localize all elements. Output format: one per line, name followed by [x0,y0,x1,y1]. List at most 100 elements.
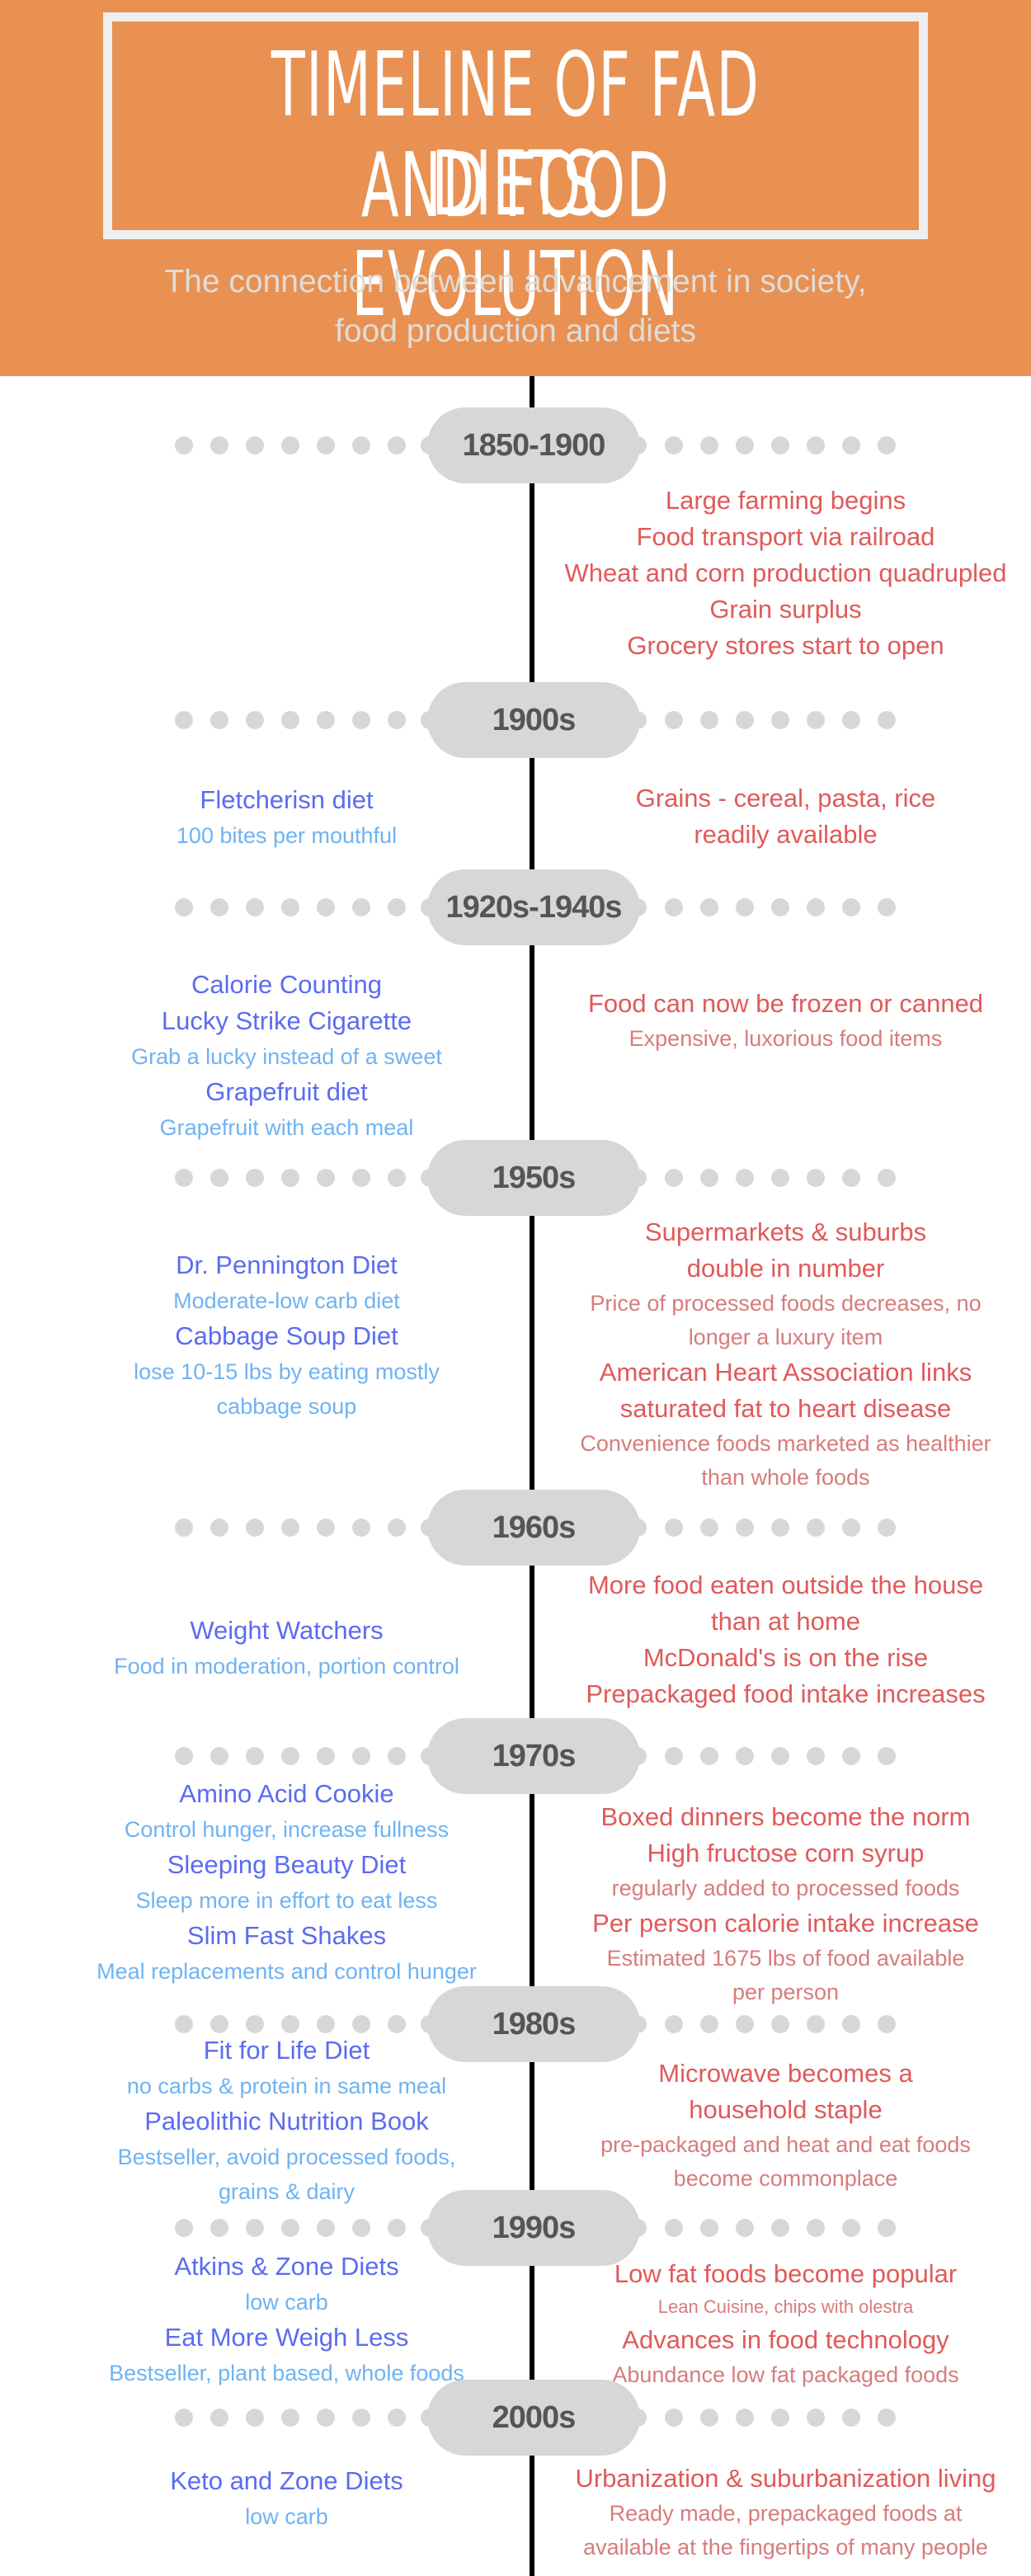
food-detail: Expensive, luxorious food items [628,1026,943,1051]
era-pill: 1980s [421,1986,647,2062]
dot-icon [807,436,825,454]
dot-icon [807,1169,825,1187]
dot-icon [317,1169,335,1187]
dot-icon [842,1169,860,1187]
diet-description: low carb [245,2504,328,2529]
food-event: Urbanization & suburbanization living [575,2464,996,2493]
food-event: double in number [686,1254,885,1283]
dot-icon [878,1169,896,1187]
diet-name: Eat More Weigh Less [164,2323,409,2352]
dot-icon [210,1747,228,1765]
diet-column: Weight Watchers Food in moderation, porti… [41,1613,532,1684]
diet-name: Dr. Pennington Diet [176,1250,398,1279]
dot-icon [842,436,860,454]
diet-description: grains & dairy [218,2179,355,2204]
diet-name: Fit for Life Diet [203,2036,370,2065]
dot-icon [700,1169,718,1187]
dot-icon [317,2015,335,2033]
food-column: Food can now be frozen or canned Expensiv… [540,986,1031,1056]
food-event: Advances in food technology [622,2325,949,2354]
food-detail: Abundance low fat packaged foods [612,2362,959,2387]
dot-icon [388,2219,406,2237]
dot-icon [175,2015,193,2033]
dot-icon [175,1519,193,1537]
era-marker: 2000s [0,2380,1031,2456]
food-column: Urbanization & suburbanization living Rea… [540,2461,1031,2564]
food-column: Low fat foods become popular Lean Cuisine… [540,2256,1031,2392]
era-marker: 1960s [0,1490,1031,1566]
dot-icon [700,2219,718,2237]
dot-icon [842,2015,860,2033]
dot-icon [246,2015,264,2033]
era-pill: 1960s [421,1490,647,1566]
dot-icon [807,1519,825,1537]
food-event: High fructose corn syrup [647,1839,925,1867]
food-detail: become commonplace [673,2166,898,2191]
dot-icon [246,2219,264,2237]
food-event: than at home [711,1607,860,1636]
dot-icon [771,1747,789,1765]
diet-description: Sleep more in effort to eat less [135,1888,438,1913]
dot-icon [388,2015,406,2033]
dot-icon [175,2409,193,2427]
food-event: McDonald's is on the rise [643,1643,929,1672]
header-banner: TIMELINE OF FAD DIETS AND FOOD EVOLUTION… [0,0,1031,376]
diet-description: Meal replacements and control hunger [97,1959,477,1984]
food-event: Boxed dinners become the norm [600,1802,971,1831]
dot-icon [246,1169,264,1187]
dot-icon [700,2409,718,2427]
dot-icon [246,2409,264,2427]
dot-icon [388,436,406,454]
dot-icon [842,898,860,916]
dot-icon [771,711,789,729]
diet-name: Fletcherisn diet [200,785,374,814]
dot-icon [842,2409,860,2427]
era-label: 1850-1900 [462,428,606,463]
dot-icon [700,898,718,916]
diet-name: Weight Watchers [190,1616,384,1645]
food-event: readily available [694,820,878,849]
diet-description: 100 bites per mouthful [176,823,398,848]
diet-name: Slim Fast Shakes [186,1921,387,1950]
dot-icon [878,2219,896,2237]
dot-icon [317,436,335,454]
dot-icon [388,2409,406,2427]
dot-icon [352,1747,370,1765]
food-detail: Lean Cuisine, chips with olestra [657,2296,914,2317]
dot-icon [281,711,299,729]
subtitle-line-1: The connection between advancement in so… [164,264,867,299]
dot-icon [665,1169,683,1187]
dot-icon [736,2015,754,2033]
dot-icon [771,1519,789,1537]
page-title-line-1: TIMELINE OF FAD DIETS [271,34,760,236]
dot-icon [736,436,754,454]
diet-name: Calorie Counting [191,970,382,999]
diet-column: Atkins & Zone Diets low carb Eat More Weig… [41,2249,532,2390]
food-event: household staple [689,2095,883,2124]
era-marker: 1980s [0,1986,1031,2062]
dot-icon [665,711,683,729]
food-column: Boxed dinners become the norm High fructo… [540,1799,1031,2009]
era-marker: 1900s [0,682,1031,758]
diet-description: Bestseller, avoid processed foods, [117,2145,456,2169]
dot-icon [842,2219,860,2237]
era-pill: 1950s [421,1140,647,1216]
food-event: Per person calorie intake increase [592,1909,979,1938]
dot-icon [771,2219,789,2237]
diet-column: Dr. Pennington Diet Moderate-low carb die… [41,1247,532,1424]
dot-icon [878,1747,896,1765]
dot-icon [352,898,370,916]
dot-icon [317,2219,335,2237]
dot-icon [281,898,299,916]
food-event: Wheat and corn production quadrupled [564,558,1007,587]
dot-icon [878,711,896,729]
food-event: Grains - cereal, pasta, rice [635,784,936,812]
dot-icon [281,436,299,454]
dot-icon [210,436,228,454]
dot-icon [665,2015,683,2033]
diet-column: Fit for Life Diet no carbs & protein in s… [41,2032,532,2209]
dot-icon [665,2409,683,2427]
dot-icon [246,436,264,454]
dot-icon [388,1169,406,1187]
diet-description: Moderate-low carb diet [173,1288,400,1313]
